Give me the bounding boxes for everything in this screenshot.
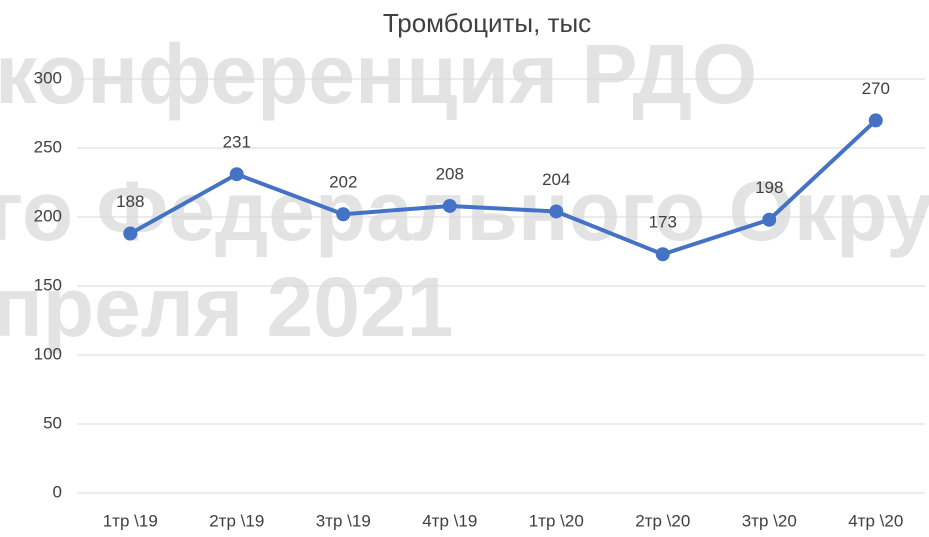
data-label: 208 [436,164,464,183]
y-tick-label: 300 [34,68,62,87]
x-tick-label: 3тр \20 [742,511,797,530]
data-label: 231 [223,133,251,152]
y-tick-label: 100 [34,344,62,363]
x-tick-label: 1тр \20 [529,511,584,530]
y-tick-label: 0 [53,482,62,501]
chart-title: Тромбоциты, тыс [383,8,591,38]
data-point [336,207,351,222]
x-tick-label: 1тр \19 [103,511,158,530]
data-label: 188 [116,192,144,211]
data-point [123,226,138,241]
y-tick-label: 50 [43,413,62,432]
x-tick-label: 4тр \20 [848,511,903,530]
x-tick-label: 3тр \19 [316,511,371,530]
y-tick-label: 250 [34,137,62,156]
x-tick-label: 2тр \19 [209,511,264,530]
data-label: 270 [862,79,890,98]
data-line [129,118,878,257]
data-label: 198 [755,178,783,197]
watermark: преля 2021 [0,260,453,354]
watermark: го Федерального Округ [0,164,929,258]
data-label: 202 [329,173,357,192]
data-point [762,212,777,227]
y-tick-label: 200 [34,206,62,225]
data-point [442,198,457,213]
watermark-layer: конференция РДО го Федерального Округ пр… [0,27,929,354]
data-point [868,113,883,128]
data-point [549,204,564,219]
watermark: конференция РДО [0,27,757,121]
y-tick-label: 150 [34,275,62,294]
x-tick-label: 2тр \20 [635,511,690,530]
x-tick-label: 4тр \19 [422,511,477,530]
data-point [229,167,244,182]
data-point [655,247,670,262]
data-label: 173 [649,213,677,232]
data-label: 204 [542,170,570,189]
